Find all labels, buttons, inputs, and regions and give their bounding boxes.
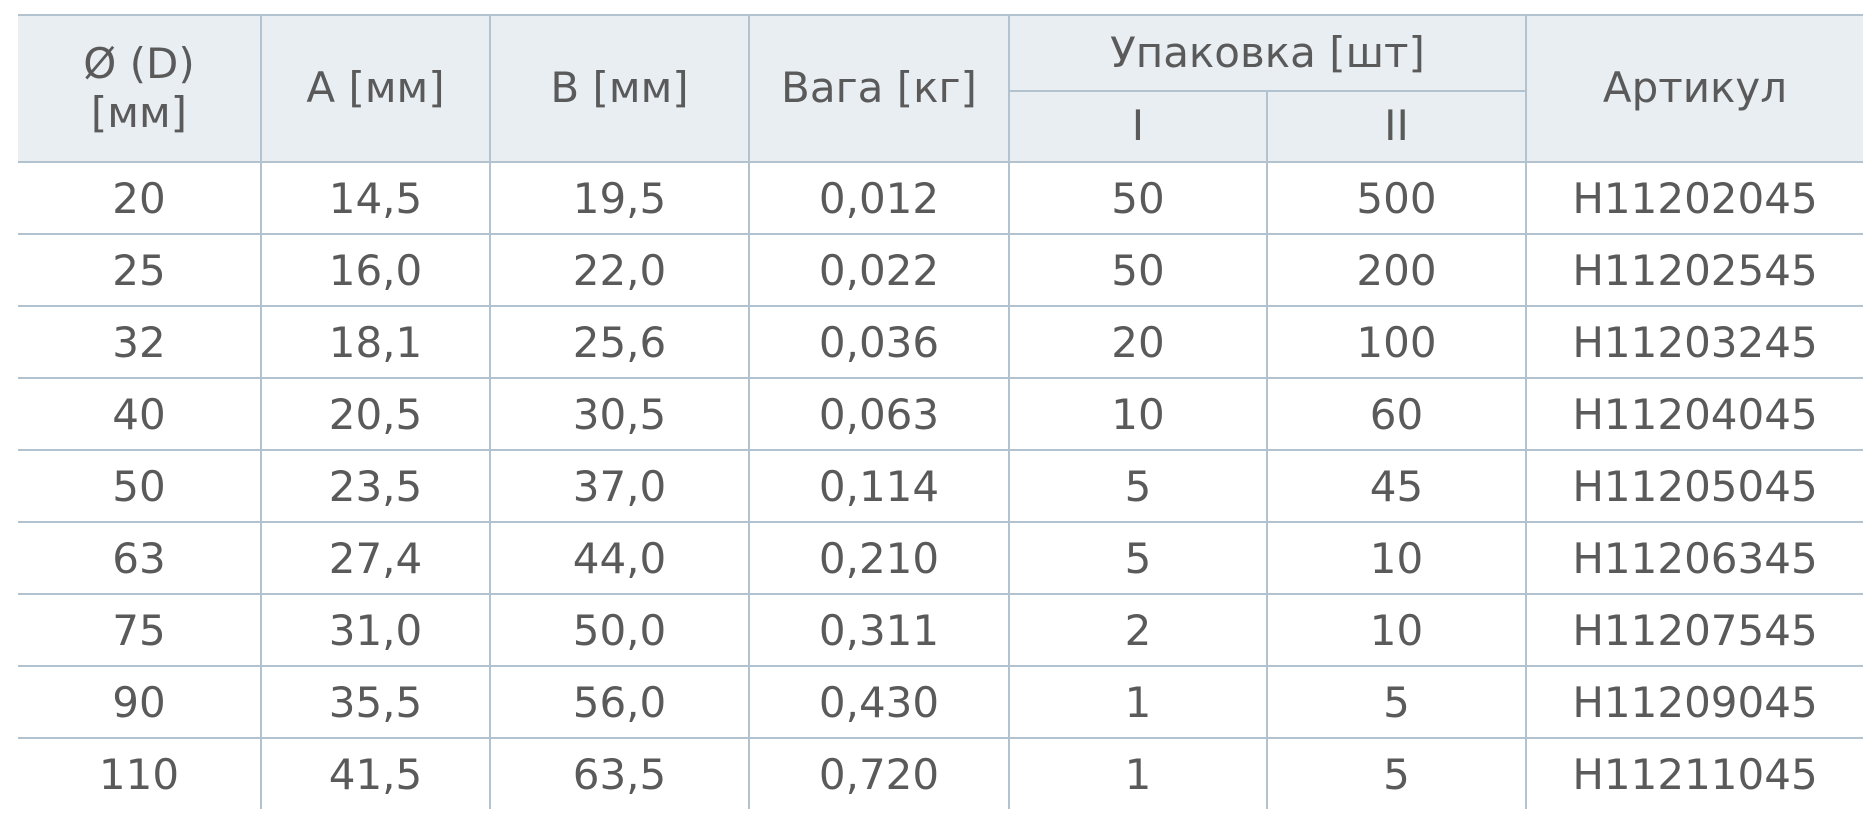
- table-cell: 18,1: [260, 305, 491, 379]
- table-cell: H11205045: [1525, 449, 1864, 523]
- table-cell: 0,012: [748, 161, 1010, 235]
- table-cell: H11204045: [1525, 377, 1864, 451]
- table-cell: 50: [1008, 233, 1268, 307]
- table-cell: 100: [1265, 305, 1528, 379]
- table-cell: 20,5: [260, 377, 491, 451]
- table-cell: 31,0: [260, 593, 491, 667]
- header-cell: II: [1265, 90, 1527, 163]
- table-cell: 45: [1265, 449, 1528, 523]
- table-cell: 22,0: [489, 233, 750, 307]
- table-body: 20 14,5 19,5 0,012 50 500 H11202045 25 16,0 22,0 0…: [18, 161, 1864, 809]
- table-cell: 0,114: [748, 449, 1010, 523]
- table-cell: 0,022: [748, 233, 1010, 307]
- header-cell: Ø (D) [мм]: [18, 14, 262, 163]
- header-cell: B [мм]: [489, 14, 750, 163]
- table-cell: 19,5: [489, 161, 750, 235]
- table-cell: 0,311: [748, 593, 1010, 667]
- table-cell: 0,720: [748, 737, 1010, 809]
- table-cell: 41,5: [260, 737, 491, 809]
- table-cell: 200: [1265, 233, 1528, 307]
- table-cell: 25: [18, 233, 262, 307]
- table-cell: 35,5: [260, 665, 491, 739]
- table-cell: 50: [18, 449, 262, 523]
- header-cell: Вага [кг]: [748, 14, 1010, 163]
- table-cell: 30,5: [489, 377, 750, 451]
- table-row: 32 18,1 25,6 0,036 20 100 H11203245: [18, 305, 1864, 379]
- table-cell: 60: [1265, 377, 1528, 451]
- table-cell: 2: [1008, 593, 1268, 667]
- table-cell: 0,210: [748, 521, 1010, 595]
- table-cell: 75: [18, 593, 262, 667]
- table-row: 50 23,5 37,0 0,114 5 45 H11205045: [18, 449, 1864, 523]
- table-cell: 10: [1265, 593, 1528, 667]
- table-cell: 63,5: [489, 737, 750, 809]
- table-cell: 44,0: [489, 521, 750, 595]
- table-cell: 110: [18, 737, 262, 809]
- table-cell: 50,0: [489, 593, 750, 667]
- table-cell: H11211045: [1525, 737, 1864, 809]
- table-row: 75 31,0 50,0 0,311 2 10 H11207545: [18, 593, 1864, 667]
- table-row: 20 14,5 19,5 0,012 50 500 H11202045: [18, 161, 1864, 235]
- table-cell: 5: [1008, 449, 1268, 523]
- header-cell: Упаковка [шт]: [1007, 14, 1528, 92]
- table-cell: 50: [1008, 161, 1268, 235]
- table-cell: 10: [1265, 521, 1528, 595]
- table-cell: 40: [18, 377, 262, 451]
- table-cell: 10: [1008, 377, 1268, 451]
- table-cell: 20: [1008, 305, 1268, 379]
- table-header: Ø (D) [мм] A [мм] B [мм] Вага [кг] Упако…: [18, 14, 1864, 163]
- table-cell: H11207545: [1525, 593, 1864, 667]
- table-cell: 5: [1265, 665, 1528, 739]
- table-cell: 0,036: [748, 305, 1010, 379]
- table-cell: 5: [1008, 521, 1268, 595]
- header-cell: I: [1009, 90, 1268, 163]
- table-row: 110 41,5 63,5 0,720 1 5 H11211045: [18, 737, 1864, 809]
- table-cell: 90: [18, 665, 262, 739]
- table-cell: 14,5: [260, 161, 491, 235]
- table-cell: H11206345: [1525, 521, 1864, 595]
- table-cell: H11209045: [1525, 665, 1864, 739]
- table-row: 63 27,4 44,0 0,210 5 10 H11206345: [18, 521, 1864, 595]
- spec-table: Ø (D) [мм] A [мм] B [мм] Вага [кг] Упако…: [18, 14, 1864, 809]
- table-cell: 0,430: [748, 665, 1010, 739]
- header-cell: A [мм]: [260, 14, 491, 163]
- table-cell: 25,6: [489, 305, 750, 379]
- table-cell: 32: [18, 305, 262, 379]
- table-cell: 63: [18, 521, 262, 595]
- table-cell: 500: [1265, 161, 1528, 235]
- table-cell: 56,0: [489, 665, 750, 739]
- table-cell: H11202545: [1525, 233, 1864, 307]
- table-cell: 1: [1008, 665, 1268, 739]
- table-cell: 16,0: [260, 233, 491, 307]
- table-row: 90 35,5 56,0 0,430 1 5 H11209045: [18, 665, 1864, 739]
- table-cell: 37,0: [489, 449, 750, 523]
- table-row: 25 16,0 22,0 0,022 50 200 H11202545: [18, 233, 1864, 307]
- table-cell: 0,063: [748, 377, 1010, 451]
- header-cell: Артикул: [1525, 14, 1864, 163]
- table-cell: H11202045: [1525, 161, 1864, 235]
- table-row: 40 20,5 30,5 0,063 10 60 H11204045: [18, 377, 1864, 451]
- table-cell: 20: [18, 161, 262, 235]
- table-cell: 23,5: [260, 449, 491, 523]
- table-cell: H11203245: [1525, 305, 1864, 379]
- table-cell: 27,4: [260, 521, 491, 595]
- table-cell: 1: [1008, 737, 1268, 809]
- table-cell: 5: [1265, 737, 1528, 809]
